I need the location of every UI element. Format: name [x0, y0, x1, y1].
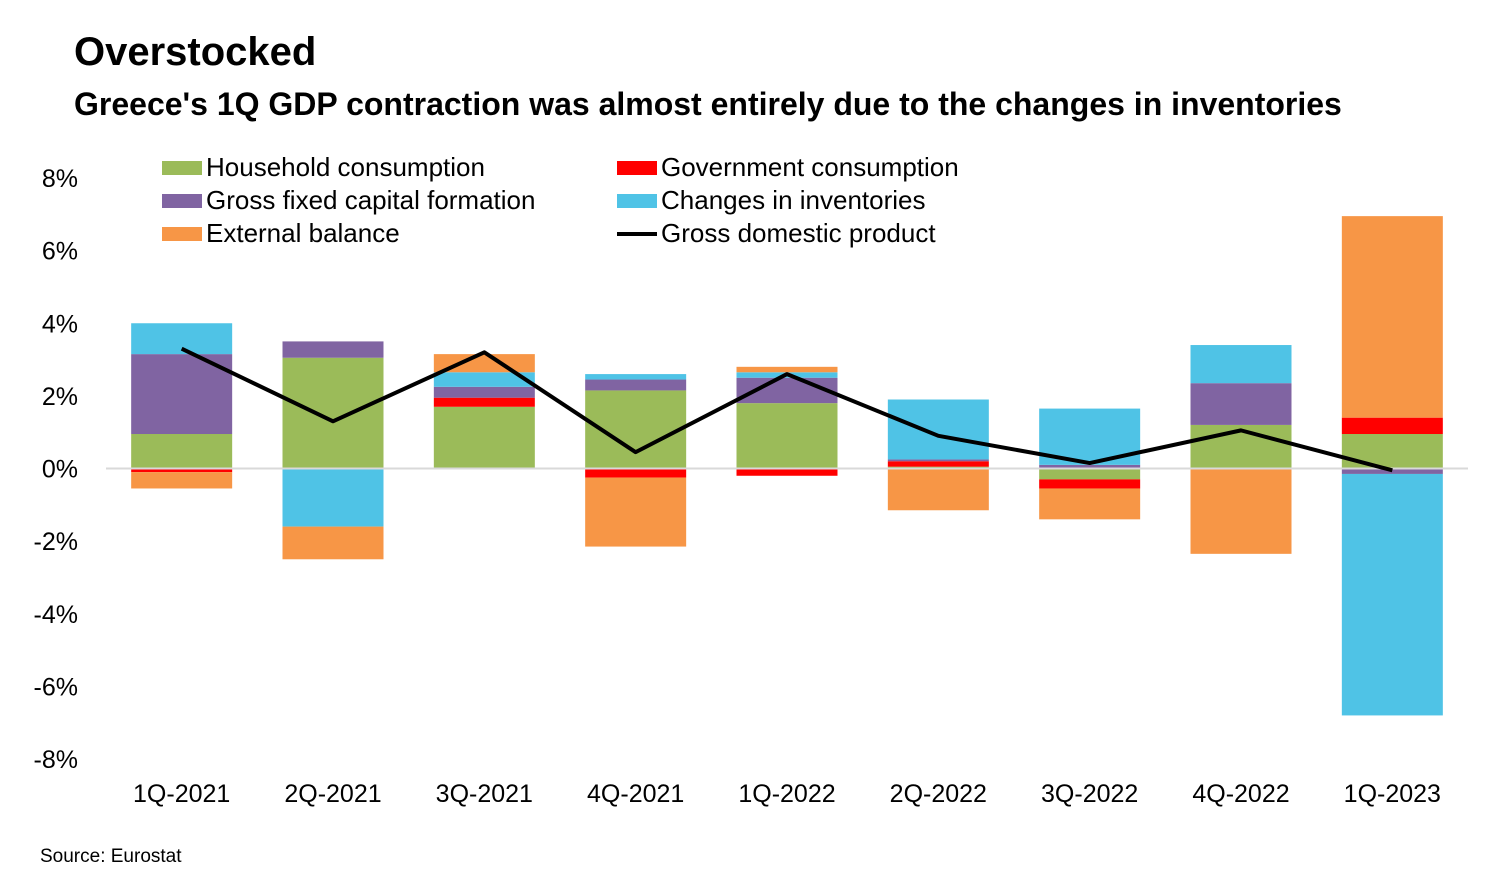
bar-segment-government [131, 468, 233, 473]
legend-gfcf: Gross fixed capital formation [162, 185, 535, 216]
x-tick-label: 3Q-2021 [436, 780, 533, 808]
gdp-line [180, 346, 1393, 473]
legend-label-household: Household consumption [206, 152, 485, 182]
bar-segment-household [131, 434, 233, 469]
y-tick-label: -8% [34, 746, 78, 774]
chart-title: Overstocked [74, 30, 317, 74]
legend-swatch-inventories [617, 193, 657, 208]
legend-label-external: External balance [206, 218, 400, 248]
bar-segment-external [1039, 488, 1141, 520]
bar-segment-household [282, 357, 384, 469]
bar-segment-external [1341, 216, 1443, 418]
y-tick-label: -2% [34, 528, 78, 556]
legend-swatch-government [617, 160, 657, 175]
bar-segment-gfcf [1190, 383, 1292, 425]
legend-swatch-household [162, 160, 202, 175]
bar-segment-external [887, 468, 989, 511]
chart-legend: Household consumption Government consump… [162, 152, 1062, 252]
bar-segment-inventories [585, 374, 687, 380]
bar-segment-gfcf [1341, 468, 1443, 474]
y-tick-label: 0% [42, 456, 78, 484]
bar-segment-external [736, 366, 838, 373]
y-tick-label: -4% [34, 601, 78, 629]
legend-label-gfcf: Gross fixed capital formation [206, 185, 536, 215]
legend-label-inventories: Changes in inventories [661, 185, 926, 215]
x-tick-label: 1Q-2023 [1344, 780, 1441, 808]
legend-label-gdp: Gross domestic product [661, 218, 936, 248]
bar-segment-external [282, 526, 384, 560]
legend-label-government: Government consumption [661, 152, 959, 182]
y-tick-label: 8% [42, 165, 78, 193]
y-tick-label: 6% [42, 238, 78, 266]
bar-segment-government [736, 468, 838, 476]
legend-swatch-gfcf [162, 193, 202, 208]
bar-segment-household [433, 406, 535, 469]
bar-segment-inventories [433, 372, 535, 387]
legend-government: Government consumption [617, 152, 959, 183]
x-tick-label: 3Q-2022 [1041, 780, 1138, 808]
x-tick-label: 4Q-2021 [587, 780, 684, 808]
bar-segment-government [1039, 479, 1141, 489]
x-tick-label: 4Q-2022 [1192, 780, 1289, 808]
bar-segment-household [736, 403, 838, 469]
bar-segment-gfcf [1039, 464, 1141, 469]
chart-subtitle: Greece's 1Q GDP contraction was almost e… [74, 86, 1342, 122]
bar-segment-inventories [1190, 345, 1292, 384]
y-tick-label: -6% [34, 673, 78, 701]
x-tick-label: 1Q-2021 [133, 780, 230, 808]
x-tick-label: 1Q-2022 [738, 780, 835, 808]
bar-segment-inventories [887, 399, 989, 460]
bar-segment-external [131, 472, 233, 489]
y-tick-label: 4% [42, 310, 78, 338]
bar-segment-inventories [1341, 473, 1443, 716]
bar-segment-external [1190, 468, 1292, 554]
legend-external: External balance [162, 218, 400, 249]
x-tick-label: 2Q-2021 [284, 780, 381, 808]
bar-segment-gfcf [585, 379, 687, 391]
bar-segment-household [1039, 468, 1141, 480]
legend-swatch-gdp [617, 231, 657, 236]
legend-household: Household consumption [162, 152, 485, 183]
bar-segment-household [1341, 434, 1443, 469]
source-note: Source: Eurostat [40, 846, 182, 867]
bar-segment-inventories [282, 468, 384, 527]
bar-segment-external [585, 477, 687, 547]
legend-gdp: Gross domestic product [617, 218, 936, 249]
bar-segment-government [887, 461, 989, 467]
bar-segment-gfcf [433, 386, 535, 398]
y-tick-label: 2% [42, 383, 78, 411]
bar-segment-gfcf [887, 459, 989, 462]
x-tick-label: 2Q-2022 [890, 780, 987, 808]
bar-segment-government [585, 468, 687, 478]
legend-inventories: Changes in inventories [617, 185, 926, 216]
bar-segment-government [1341, 417, 1443, 435]
bar-segment-government [433, 397, 535, 407]
bar-segment-gfcf [282, 341, 384, 358]
legend-swatch-external [162, 226, 202, 241]
bar-segment-gfcf [131, 354, 233, 435]
